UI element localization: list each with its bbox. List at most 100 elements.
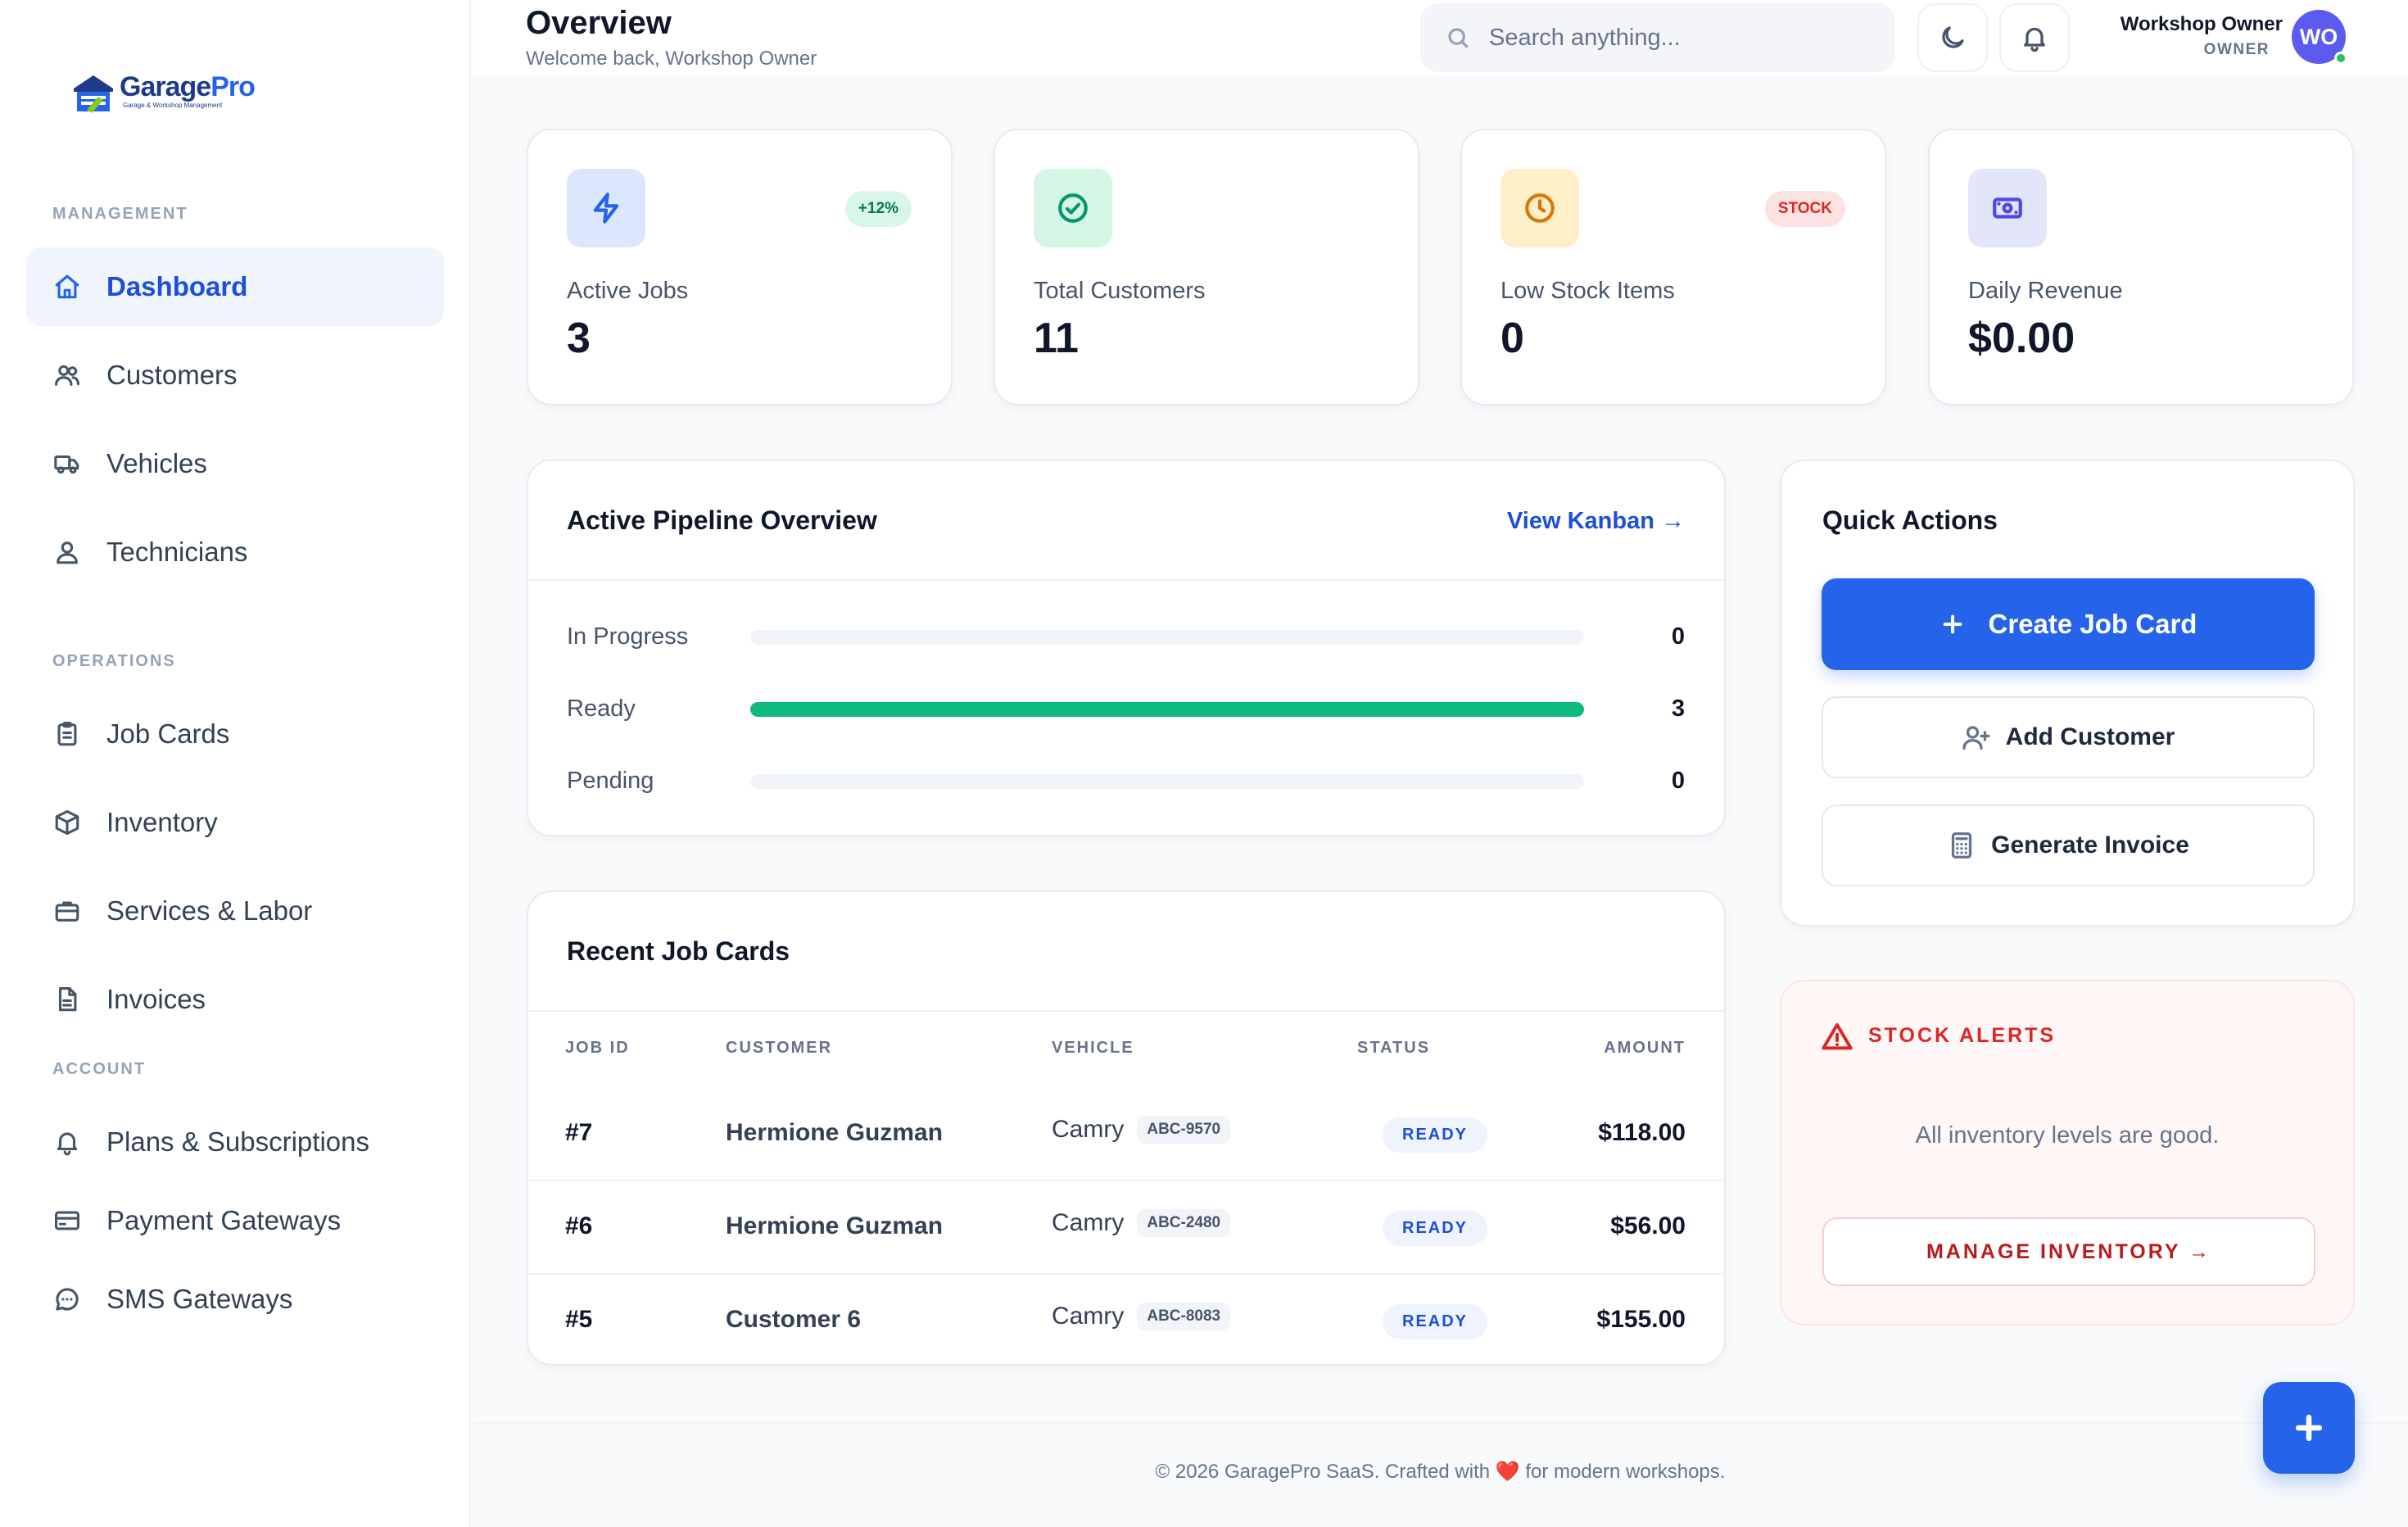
floating-add-button[interactable] xyxy=(2263,1382,2355,1474)
progress-track-ready xyxy=(750,702,1584,717)
stat-card-total-customers: Total Customers 11 xyxy=(994,129,1419,406)
pipeline-title: Active Pipeline Overview xyxy=(567,505,877,535)
user-name[interactable]: Workshop Owner xyxy=(2120,13,2283,35)
divider xyxy=(528,1010,1724,1012)
stat-value: 3 xyxy=(567,315,591,362)
bell-icon xyxy=(52,1127,82,1157)
growth-badge: +12% xyxy=(844,191,912,227)
page-title: Overview xyxy=(526,5,672,41)
sidebar-item-label: Invoices xyxy=(106,984,206,1014)
create-job-card-button[interactable]: Create Job Card xyxy=(1822,578,2315,670)
stat-card-low-stock: STOCK Low Stock Items 0 xyxy=(1460,129,1886,406)
job-amount: $118.00 xyxy=(1598,1119,1686,1146)
column-header-status: STATUS xyxy=(1357,1039,1431,1057)
button-label: Create Job Card xyxy=(1988,609,2198,639)
row-divider xyxy=(527,1273,1726,1275)
sidebar-item-inventory[interactable]: Inventory xyxy=(26,783,444,862)
sidebar-item-invoices[interactable]: Invoices xyxy=(26,960,444,1039)
vehicle-model: Camry xyxy=(1052,1116,1125,1143)
row-divider xyxy=(527,1180,1726,1181)
stat-value: $0.00 xyxy=(1968,315,2075,362)
file-icon xyxy=(52,985,82,1014)
pipeline-label-pending: Pending xyxy=(567,768,654,794)
sidebar-item-services-labor[interactable]: Services & Labor xyxy=(26,872,444,950)
stat-card-daily-revenue: Daily Revenue $0.00 xyxy=(1928,129,2354,406)
job-vehicle: Camry ABC-2480 xyxy=(1052,1209,1231,1237)
section-label-operations: OPERATIONS xyxy=(52,652,176,670)
theme-toggle-button[interactable] xyxy=(1917,3,1988,72)
stat-label: Low Stock Items xyxy=(1500,278,1675,304)
sidebar-item-label: Technicians xyxy=(106,537,248,567)
moon-icon xyxy=(1942,26,1964,48)
sidebar-item-label: Job Cards xyxy=(106,718,230,749)
column-header-vehicle: VEHICLE xyxy=(1052,1039,1134,1057)
briefcase-icon xyxy=(52,896,82,926)
job-id[interactable]: #5 xyxy=(565,1306,593,1333)
plate-badge: ABC-8083 xyxy=(1137,1303,1231,1330)
sidebar-item-label: Customers xyxy=(106,360,238,390)
footer: © 2026 GaragePro SaaS. Crafted with ❤️ f… xyxy=(473,1460,2408,1484)
warning-icon xyxy=(1821,1021,1854,1053)
sidebar-item-label: Inventory xyxy=(106,807,218,837)
stock-alerts-card: STOCK ALERTS All inventory levels are go… xyxy=(1780,980,2355,1325)
job-vehicle: Camry ABC-9570 xyxy=(1052,1116,1231,1144)
view-kanban-link[interactable]: View Kanban → xyxy=(1506,508,1685,534)
user-icon xyxy=(52,537,82,567)
sidebar-item-dashboard[interactable]: Dashboard xyxy=(26,247,444,326)
user-role: OWNER xyxy=(2203,41,2270,58)
sidebar-item-sms-gateways[interactable]: SMS Gateways xyxy=(26,1260,444,1339)
plate-badge: ABC-2480 xyxy=(1137,1209,1231,1237)
stat-value: 11 xyxy=(1034,315,1079,362)
heart-icon: ❤️ xyxy=(1495,1461,1520,1483)
job-customer: Hermione Guzman xyxy=(726,1119,944,1146)
truck-icon xyxy=(52,449,82,478)
footer-divider xyxy=(473,1422,2408,1424)
plus-icon xyxy=(2295,1414,2323,1442)
online-status-dot xyxy=(2334,52,2347,65)
divider xyxy=(528,579,1724,581)
search-input[interactable] xyxy=(1489,24,1849,52)
stock-alerts-message: All inventory levels are good. xyxy=(1915,1122,2220,1149)
button-label: Generate Invoice xyxy=(1991,831,2189,859)
pipeline-count-pending: 0 xyxy=(1671,768,1685,794)
footer-text: © 2026 GaragePro SaaS. Crafted with xyxy=(1155,1461,1496,1483)
status-badge: READY xyxy=(1383,1211,1488,1246)
sidebar-item-job-cards[interactable]: Job Cards xyxy=(26,695,444,773)
pipeline-label-in-progress: In Progress xyxy=(567,623,689,650)
job-id[interactable]: #6 xyxy=(565,1212,593,1239)
recent-jobs-card: Recent Job Cards xyxy=(527,890,1726,1366)
generate-invoice-button[interactable]: Generate Invoice xyxy=(1822,804,2315,886)
plate-badge: ABC-9570 xyxy=(1137,1116,1231,1144)
pipeline-card: Active Pipeline Overview View Kanban → I… xyxy=(527,460,1726,836)
progress-track-in-progress xyxy=(750,630,1584,645)
job-id[interactable]: #7 xyxy=(565,1119,593,1146)
check-circle-icon xyxy=(1034,169,1112,247)
bolt-icon xyxy=(567,169,645,247)
status-badge: READY xyxy=(1383,1304,1488,1339)
sidebar-item-plans-subscriptions[interactable]: Plans & Subscriptions xyxy=(26,1103,444,1181)
calculator-icon xyxy=(1951,832,1972,859)
manage-inventory-button[interactable]: MANAGE INVENTORY → xyxy=(1822,1217,2315,1286)
sidebar-item-label: Vehicles xyxy=(106,448,207,478)
app-logo[interactable]: GaragePro Garage & Workshop Management xyxy=(70,72,256,113)
search-bar[interactable] xyxy=(1420,3,1895,72)
section-label-management: MANAGEMENT xyxy=(52,205,188,223)
sidebar-item-vehicles[interactable]: Vehicles xyxy=(26,424,444,503)
notifications-button[interactable] xyxy=(1999,3,2070,72)
quick-actions-title: Quick Actions xyxy=(1822,505,1998,535)
logo-tagline: Garage & Workshop Management xyxy=(123,102,223,109)
column-header-amount: AMOUNT xyxy=(1604,1039,1686,1057)
status-badge: READY xyxy=(1383,1117,1488,1153)
sidebar-item-technicians[interactable]: Technicians xyxy=(26,513,444,591)
sidebar-item-label: Dashboard xyxy=(106,271,248,301)
message-icon xyxy=(52,1285,82,1314)
sidebar-item-customers[interactable]: Customers xyxy=(26,336,444,415)
sidebar-item-payment-gateways[interactable]: Payment Gateways xyxy=(26,1181,444,1260)
pipeline-label-ready: Ready xyxy=(567,696,636,722)
add-customer-button[interactable]: Add Customer xyxy=(1822,696,2315,778)
plus-icon xyxy=(1943,614,1962,634)
sidebar-item-label: Payment Gateways xyxy=(106,1205,342,1235)
job-customer: Customer 6 xyxy=(726,1306,862,1333)
stat-label: Daily Revenue xyxy=(1968,278,2123,304)
sidebar-item-label: SMS Gateways xyxy=(106,1284,293,1314)
